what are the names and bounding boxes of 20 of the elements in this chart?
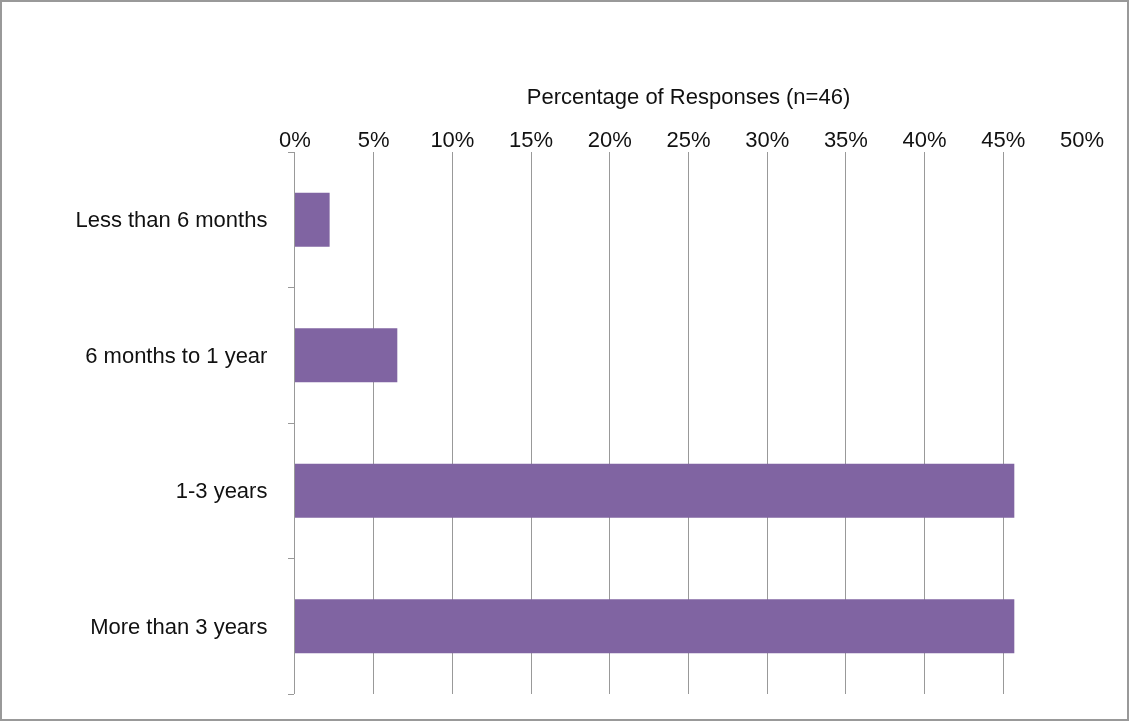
x-tick-label: 15% [509,126,554,152]
bar [295,192,330,247]
x-tick-label: 40% [902,126,947,152]
x-tick-label: 0% [279,126,311,152]
x-tick-label: 35% [823,126,868,152]
y-tick-label: 6 months to 1 year [85,342,268,368]
bar [295,463,1015,518]
y-tick-label: 1-3 years [175,478,268,504]
x-tick-label: 50% [1059,126,1105,152]
x-tick-label: 25% [666,126,711,152]
x-axis-title: Percentage of Responses (n=46) [526,84,851,110]
x-tick-label: 20% [587,126,632,152]
y-tick-label: Less than 6 months [75,207,268,233]
bar [295,599,1015,654]
x-tick-label: 30% [745,126,790,152]
bar [295,328,398,383]
y-tick-label: More than 3 years [90,613,268,639]
x-tick-label: 45% [981,126,1026,152]
x-tick-label: 5% [357,126,390,152]
x-tick-label: 10% [430,126,475,152]
